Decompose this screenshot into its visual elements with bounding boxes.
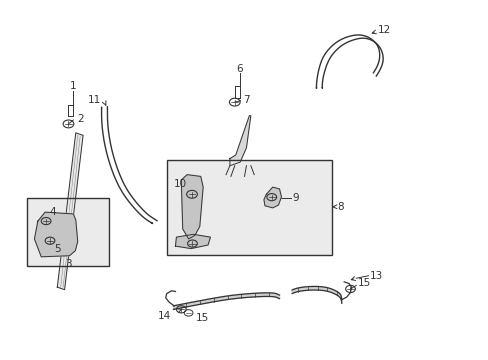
Text: 10: 10 <box>173 179 186 189</box>
Text: 15: 15 <box>196 312 209 323</box>
Polygon shape <box>173 293 279 310</box>
Text: 2: 2 <box>77 113 83 123</box>
FancyBboxPatch shape <box>27 198 109 266</box>
Polygon shape <box>291 287 341 303</box>
Text: 7: 7 <box>243 95 250 105</box>
Polygon shape <box>229 116 250 166</box>
Text: 14: 14 <box>157 311 170 321</box>
Polygon shape <box>181 175 203 239</box>
Text: 8: 8 <box>336 202 343 212</box>
Text: 4: 4 <box>49 207 56 217</box>
Polygon shape <box>34 212 78 257</box>
Text: 3: 3 <box>65 259 72 269</box>
FancyBboxPatch shape <box>166 160 331 255</box>
Text: 13: 13 <box>369 271 383 281</box>
Text: 15: 15 <box>357 278 370 288</box>
Polygon shape <box>175 234 210 249</box>
Text: 5: 5 <box>54 244 61 253</box>
Polygon shape <box>264 187 281 208</box>
Text: 9: 9 <box>291 193 298 203</box>
Text: 11: 11 <box>88 95 101 105</box>
Polygon shape <box>57 133 83 290</box>
Text: 6: 6 <box>236 64 243 73</box>
Text: 12: 12 <box>377 25 391 35</box>
Text: 1: 1 <box>70 81 77 91</box>
